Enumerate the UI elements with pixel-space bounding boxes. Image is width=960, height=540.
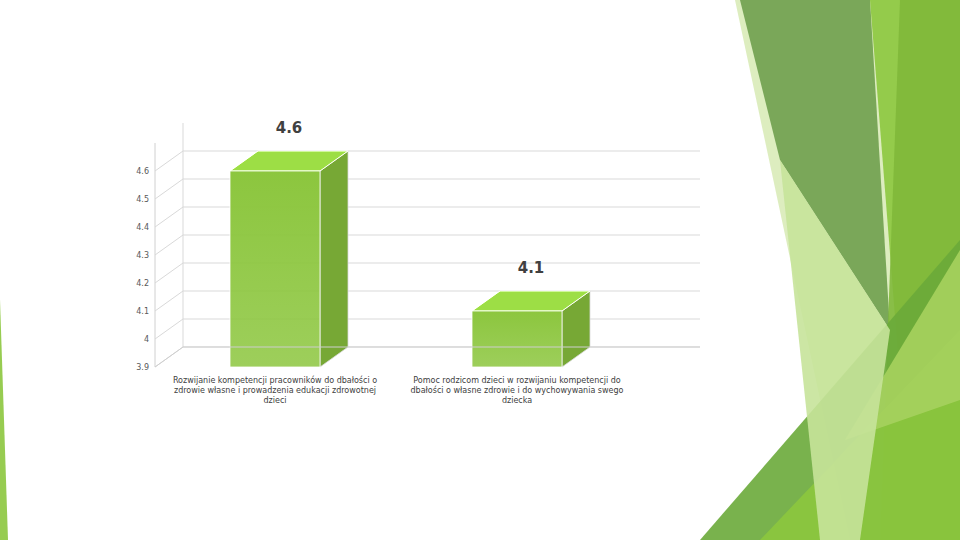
bars [230,151,590,367]
x-tick-line: Rozwijanie kompetencji pracowników do db… [173,375,377,385]
y-tick-label: 3.9 [136,363,149,372]
x-tick-line: dziecka [502,396,532,405]
bar-side [320,151,348,367]
data-label: 4.6 [276,119,303,137]
grid-line [155,151,700,171]
y-tick-label: 4.1 [136,307,149,316]
decoration [0,0,960,540]
y-tick-label: 4.5 [136,195,149,204]
bar [230,171,320,367]
floor-line [155,347,700,367]
chart-root: 3.9 4 4.1 4.2 4.3 4.4 4.5 4.6 4.6 Rozwijanie komp… [0,0,960,540]
labels: 4.6 Rozwijanie kompetencji pracowników do… [173,119,624,405]
y-tick-label: 4.4 [136,223,149,232]
x-tick-label: Rozwijanie kompetencji pracowników do db… [173,375,377,405]
x-tick-line: dbałości o własne zdrowie i do wychowywa… [411,385,624,395]
decor-shape [0,300,8,540]
y-tick-label: 4.3 [136,251,149,260]
y-tick-label: 4.2 [136,279,149,288]
decor-shape [780,160,890,540]
bar-top [472,291,590,311]
x-tick-line: Pomoc rodzicom dzieci w rozwijaniu kompe… [413,376,621,385]
x-tick-label: Pomoc rodzicom dzieci w rozwijaniu kompe… [411,376,624,405]
y-tick-label: 4.6 [136,167,149,176]
bar-group [472,291,590,367]
x-tick-line: dzieci [263,396,286,405]
bar-top [230,151,348,171]
grid: 3.9 4 4.1 4.2 4.3 4.4 4.5 4.6 [136,151,700,372]
decor-shape [735,0,960,540]
data-label: 4.1 [518,259,545,277]
bar-group [230,151,348,367]
y-tick-label: 4 [144,335,149,344]
x-tick-line: zdrowie własne i prowadzenia edukacji zd… [174,386,376,395]
bar [472,311,562,367]
